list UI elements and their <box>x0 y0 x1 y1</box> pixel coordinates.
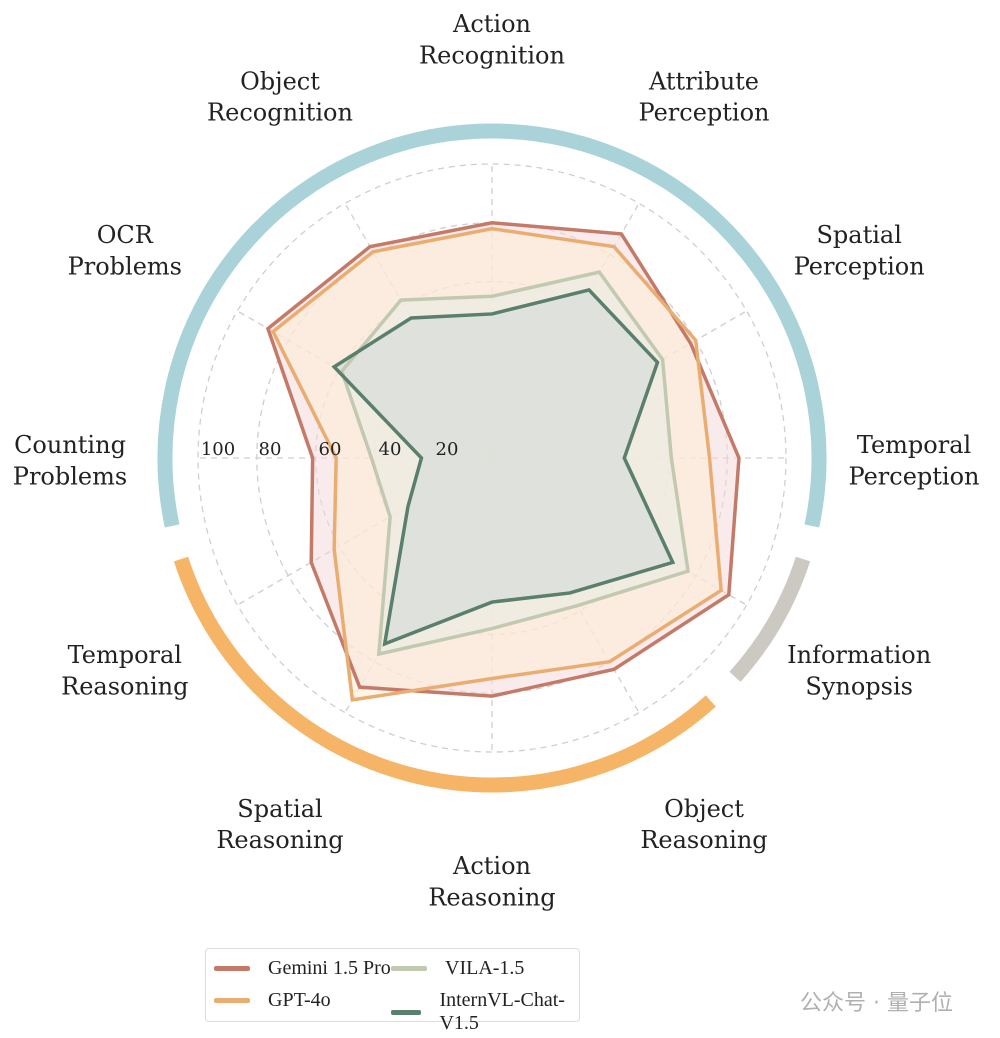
series-line-1 <box>270 226 723 702</box>
axis-label: Object Recognition <box>207 67 353 126</box>
radial-tick-label: 100 <box>201 439 235 460</box>
legend-label: InternVL-Chat-V1.5 <box>439 989 565 1034</box>
series-area-3 <box>334 289 673 644</box>
category-group-arc <box>729 556 811 682</box>
legend-item-internvl: InternVL-Chat-V1.5 <box>391 989 579 1035</box>
legend-swatch <box>214 998 250 1003</box>
radial-tick-label: 80 <box>259 439 282 460</box>
axis-label: Action Reasoning <box>428 852 555 911</box>
grid-ring <box>197 163 787 753</box>
legend-item-gemini: Gemini 1.5 Pro <box>214 957 391 980</box>
watermark: 公众号 · 量子位 <box>800 991 953 1016</box>
category-group-arc <box>157 123 827 528</box>
axis-label: Counting Problems <box>13 431 127 490</box>
axis-label: Action Recognition <box>419 10 565 69</box>
axis-label: Spatial Reasoning <box>216 795 343 854</box>
series-line-3 <box>331 288 676 647</box>
legend-label: GPT-4o <box>268 989 331 1011</box>
series-line-0 <box>265 221 741 698</box>
axis-label: OCR Problems <box>68 221 182 280</box>
category-group-arc <box>173 556 716 793</box>
legend-label: Gemini 1.5 Pro <box>268 957 391 979</box>
legend-item-vila: VILA-1.5 <box>391 957 524 980</box>
axis-label: Object Reasoning <box>640 795 767 854</box>
axis-label: Temporal Reasoning <box>61 641 188 700</box>
legend-swatch <box>391 966 427 971</box>
radial-tick-label: 60 <box>319 439 342 460</box>
axis-label: Information Synopsis <box>787 641 931 700</box>
axis-label: Attribute Perception <box>639 67 770 126</box>
radial-tick-label: 20 <box>436 439 459 460</box>
legend-swatch <box>391 1009 422 1015</box>
legend: Gemini 1.5 Pro GPT-4o VILA-1.5 InternVL-… <box>205 948 580 1034</box>
axis-label: Temporal Perception <box>849 431 980 490</box>
radial-tick-label: 40 <box>379 439 402 460</box>
axis-label: Spatial Perception <box>794 221 925 280</box>
legend-swatch <box>214 966 250 971</box>
legend-item-gpt4o: GPT-4o <box>214 989 331 1012</box>
series-line-2 <box>339 270 691 657</box>
legend-label: VILA-1.5 <box>445 957 525 979</box>
